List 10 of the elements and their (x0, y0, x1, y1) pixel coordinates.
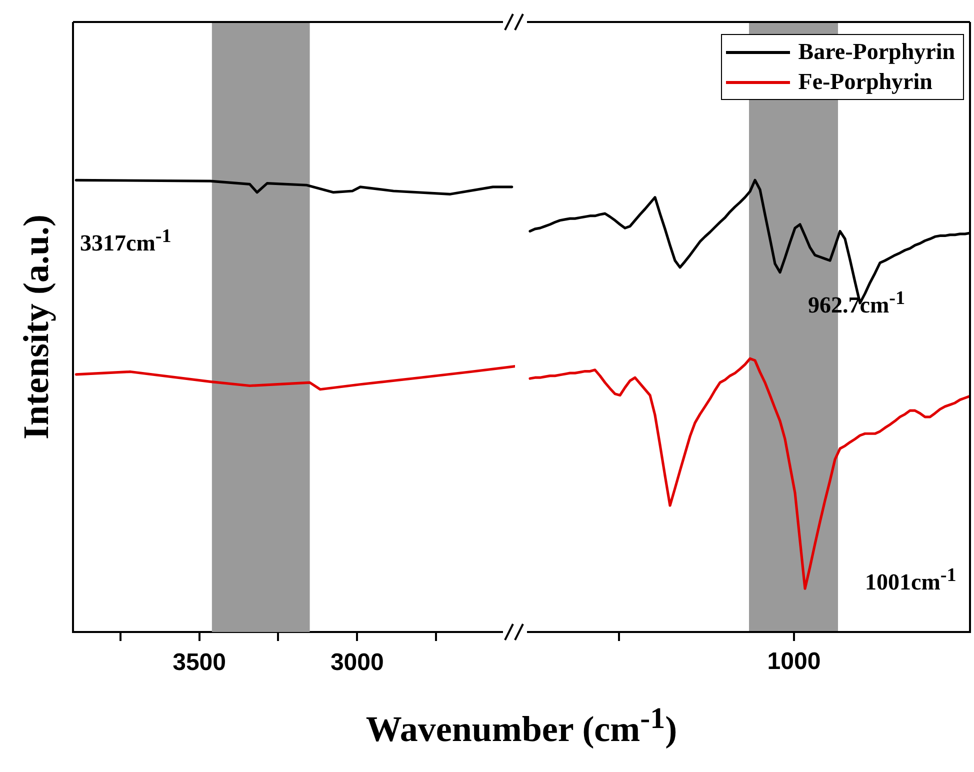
x-tick-label: 3500 (172, 649, 226, 676)
legend-label: Bare-Porphyrin (798, 39, 955, 65)
annotation: 3317cm$^{-1}$ (80, 226, 172, 257)
annotation: 962.7cm$^{-1}$ (808, 288, 906, 319)
y-axis-title: Intensity (a.u.) (15, 214, 57, 440)
annotation: 1001cm$^{-1}$ (865, 565, 956, 596)
legend-label: Fe-Porphyrin (798, 69, 932, 95)
x-axis-title: Wavenumber (cm$^{-1}$) (366, 702, 678, 750)
x-tick-label: 3000 (330, 649, 384, 676)
text: 1000 (767, 648, 821, 676)
